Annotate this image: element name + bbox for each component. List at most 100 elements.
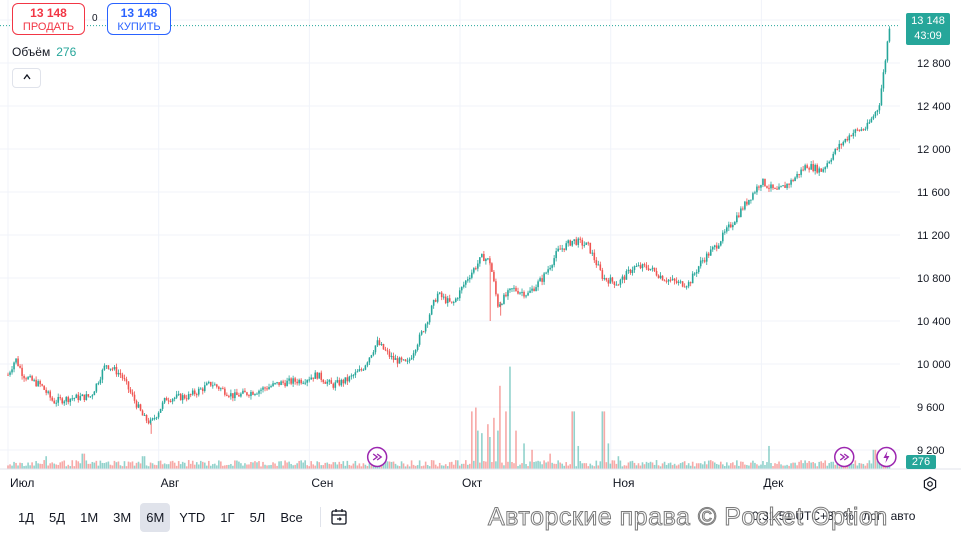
utc-time[interactable]: 0:31:51 UTC+3 xyxy=(752,509,834,523)
volume-bar xyxy=(493,417,495,469)
dividend-event-icon[interactable] xyxy=(366,446,388,468)
dividend-event-icon[interactable] xyxy=(834,446,855,468)
candle-body xyxy=(515,287,517,292)
candle-body xyxy=(535,287,537,292)
time-axis[interactable]: Июл Авг Сен Окт Ноя Дек xyxy=(10,476,784,490)
log-toggle[interactable]: лог xyxy=(863,509,882,523)
volume-bar xyxy=(85,460,88,469)
volume-bar xyxy=(631,460,634,469)
candle-body xyxy=(248,395,250,397)
candle-body xyxy=(659,275,662,279)
sell-button[interactable]: 13 148 ПРОДАТЬ xyxy=(12,3,85,35)
candle-body xyxy=(521,291,523,293)
volume-bar xyxy=(161,464,164,469)
timeframe-5d[interactable]: 5Д xyxy=(49,509,66,525)
volume-bar xyxy=(460,463,463,469)
volume-bar xyxy=(774,463,776,469)
candle-body xyxy=(850,135,853,137)
timeframe-1d[interactable]: 1Д xyxy=(18,509,35,525)
timeframe-all[interactable]: Все xyxy=(280,509,303,525)
timeframe-ytd[interactable]: YTD xyxy=(179,509,206,525)
candle-body xyxy=(390,355,393,357)
volume-bar xyxy=(523,443,525,469)
candle-body xyxy=(376,340,379,346)
volume-bar xyxy=(529,461,531,469)
volume-bar xyxy=(446,466,449,469)
volume-bar xyxy=(599,461,602,469)
candle-body xyxy=(703,260,706,262)
candle-body xyxy=(274,383,276,385)
volume-bar xyxy=(442,465,445,469)
volume-bar xyxy=(709,460,712,469)
candle-body xyxy=(621,276,624,280)
candle-body xyxy=(432,299,435,306)
candle-body xyxy=(416,344,419,350)
timeframe-6m[interactable]: 6М xyxy=(140,502,171,532)
event-markers[interactable] xyxy=(366,446,897,468)
settings-icon[interactable] xyxy=(922,476,938,492)
volume-bar xyxy=(344,465,347,469)
volume-bar xyxy=(181,461,184,469)
calendar-range-icon[interactable] xyxy=(329,507,349,527)
volume-bar xyxy=(587,466,590,469)
candle-body xyxy=(800,169,802,175)
volume-bar xyxy=(438,462,441,469)
timeframe-3m[interactable]: 3М xyxy=(113,509,132,525)
auto-toggle[interactable]: авто xyxy=(890,509,916,523)
volume-bar xyxy=(280,461,282,469)
volume-bar xyxy=(121,466,124,469)
volume-bar xyxy=(675,465,678,469)
volume-bar xyxy=(51,462,53,469)
timeframe-1m[interactable]: 1М xyxy=(80,509,99,525)
candle-body xyxy=(91,395,94,397)
candle-body xyxy=(268,387,270,390)
volume-bar xyxy=(163,463,166,469)
volume-bar xyxy=(471,411,473,469)
candle-body xyxy=(224,388,226,395)
lightning-event-icon[interactable] xyxy=(876,446,897,468)
candle-body xyxy=(23,375,25,379)
candle-body xyxy=(382,344,385,350)
timeframe-1y[interactable]: 1Г xyxy=(220,509,235,525)
candle-body xyxy=(460,286,463,291)
volume-bar xyxy=(336,464,339,469)
candle-body xyxy=(169,400,172,402)
volume-bar xyxy=(37,463,39,469)
price-axis[interactable]: 12 800 12 400 12 000 11 600 11 200 10 800 10 4… xyxy=(917,58,951,457)
volume-legend[interactable]: Объём 276 xyxy=(12,45,76,59)
volume-bar xyxy=(701,464,704,469)
candle-body xyxy=(288,378,290,381)
volume-bar xyxy=(33,465,35,469)
volume-bar xyxy=(479,462,481,469)
percent-toggle[interactable]: % xyxy=(843,509,854,523)
candle-body xyxy=(9,372,11,375)
candle-body xyxy=(426,322,429,325)
volume-bar xyxy=(561,463,563,469)
timeframe-5y[interactable]: 5Л xyxy=(249,509,266,525)
collapse-legend-button[interactable] xyxy=(12,68,41,88)
volume-bar xyxy=(575,466,578,469)
volume-bar xyxy=(732,462,734,469)
volume-bar xyxy=(416,465,419,469)
volume-bar xyxy=(290,463,292,469)
candle-body xyxy=(553,258,555,266)
candle-body xyxy=(258,390,260,394)
volume-bar xyxy=(583,463,586,469)
volume-bar xyxy=(645,461,648,469)
volume-bar xyxy=(780,464,782,469)
candle-body xyxy=(244,390,246,393)
volume-bar xyxy=(724,466,726,469)
volume-bar xyxy=(786,464,788,469)
volume-bar xyxy=(61,461,64,469)
candle-body xyxy=(513,287,515,289)
candle-body xyxy=(99,379,102,384)
candle-body xyxy=(619,279,622,285)
volume-bar xyxy=(382,462,385,469)
candle-body xyxy=(260,389,262,391)
candle-body xyxy=(836,148,839,150)
candle-body xyxy=(545,272,547,274)
buy-button[interactable]: 13 148 КУПИТЬ xyxy=(107,3,171,35)
volume-bar xyxy=(81,453,84,469)
volume-bar xyxy=(577,445,580,469)
